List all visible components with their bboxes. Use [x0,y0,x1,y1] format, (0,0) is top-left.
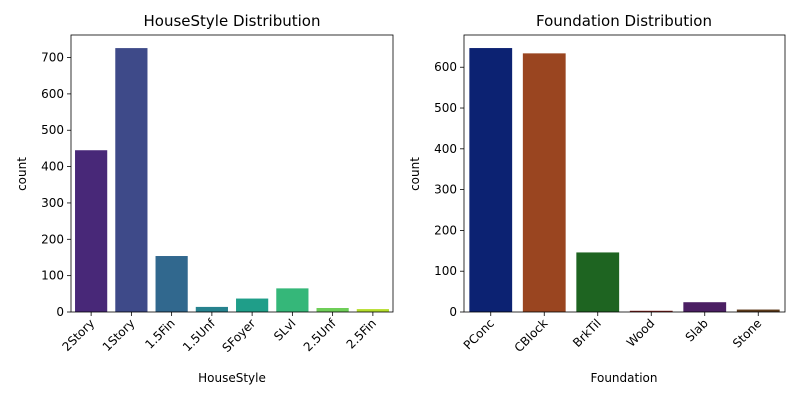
x-axis-label: Foundation [591,371,658,385]
y-tick-label: 100 [41,269,64,283]
bar-2story [75,150,108,312]
bar-1-5unf [195,306,228,312]
bar-2-5unf [316,308,349,312]
bar-cblock [522,53,566,313]
y-axis: 0 100 200 300 400 500 600 [434,60,464,319]
y-axis-label: count [15,157,29,191]
plot-frame [463,34,786,313]
bar-sfoyer [236,298,269,312]
chart-title: HouseStyle Distribution [144,12,321,30]
bar-slab [683,302,727,312]
bar-brktil [576,252,620,312]
y-tick-label: 400 [434,142,457,156]
bar-stone [736,309,780,312]
y-tick-label: 100 [434,264,457,278]
y-tick-label: 200 [41,232,64,246]
chart-title: Foundation Distribution [536,12,712,30]
bar-2-5fin [356,309,389,312]
y-tick-label: 600 [41,87,64,101]
bar-wood [629,310,673,312]
y-tick-label: 0 [56,305,64,319]
plot-frame [70,34,394,313]
y-tick-label: 300 [41,196,64,210]
y-tick-label: 600 [434,60,457,74]
y-tick-label: 500 [434,101,457,115]
y-axis-label: count [408,157,422,191]
y-tick-label: 500 [41,123,64,137]
y-tick-label: 0 [449,305,457,319]
y-axis: 0 100 200 300 400 500 600 700 [41,51,71,319]
y-tick-label: 200 [434,223,457,237]
bar-1-5fin [155,256,188,312]
bar-pconc [469,48,513,313]
bar-slvl [276,288,309,312]
y-tick-label: 700 [41,51,64,65]
bars [75,48,389,313]
bars [469,48,780,313]
x-axis-label: HouseStyle [198,371,266,385]
chart-housestyle: HouseStyle Distribution 0 100 200 300 400 500… [15,12,394,385]
y-tick-label: 300 [434,183,457,197]
bar-1story [115,48,148,313]
y-tick-label: 400 [41,160,64,174]
